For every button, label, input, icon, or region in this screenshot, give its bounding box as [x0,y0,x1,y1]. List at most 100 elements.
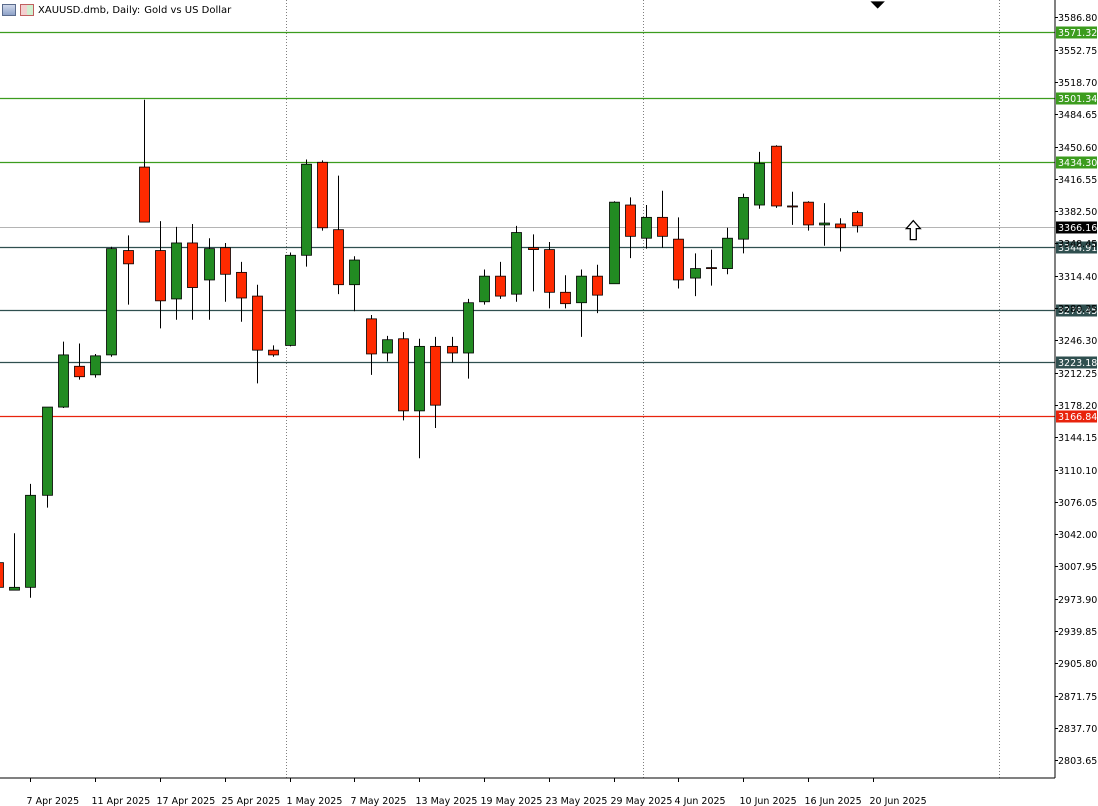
candle-body[interactable] [171,242,182,300]
price-tick-label: 2803.65 [1058,756,1097,767]
level-label-bg [1056,241,1097,254]
candle-body[interactable] [495,275,506,297]
candle-body[interactable] [430,345,441,406]
candle-body[interactable] [673,238,684,281]
candle-body[interactable] [544,249,555,293]
time-tick-label: 11 Apr 2025 [92,796,151,806]
candle-body[interactable] [317,161,328,229]
buy-arrow-icon[interactable] [904,219,922,241]
candle-body[interactable] [463,302,474,354]
candle-body[interactable] [90,355,101,376]
candle-body[interactable] [706,267,717,270]
candle-body[interactable] [738,197,749,240]
candle-body[interactable] [25,494,36,588]
grid-layer [286,0,1000,778]
time-tick-label: 29 May 2025 [611,796,673,806]
level-label-bg [1056,356,1097,369]
candle-body[interactable] [155,250,166,302]
time-tick-label: 19 May 2025 [481,796,543,806]
candle-body[interactable] [74,365,85,378]
candle-body[interactable] [414,345,425,412]
candle-body[interactable] [852,212,863,227]
candle-body[interactable] [204,248,215,281]
time-axis-layer: 7 Apr 2025 11 Apr 2025 17 Apr 2025 25 Apr 2… [0,777,1055,806]
level-label-bg [1056,156,1097,169]
price-tick-label: 3280.35 [1058,304,1097,315]
level-label: 3571.32 [1058,28,1097,39]
candle-body[interactable] [123,250,134,265]
candle-body[interactable] [560,291,571,305]
candle-body[interactable] [641,216,652,239]
candles-layer [0,99,863,598]
sell-arrow-icon[interactable] [870,1,885,9]
symbol-label: XAUUSD.dmb, Daily: [38,4,141,16]
price-tick-label: 2871.75 [1058,692,1097,703]
candle-body[interactable] [592,275,603,296]
candle-body[interactable] [268,349,279,356]
candle-body[interactable] [187,242,198,288]
price-tick-label: 3076.05 [1058,498,1097,509]
price-axis-layer: 3586.80 3552.75 3518.70 3484.65 3450.60 3416.… [1054,0,1097,778]
candle-body[interactable] [236,271,247,299]
price-tick-label: 3586.80 [1058,13,1097,24]
candle-body[interactable] [366,318,377,355]
candle-body[interactable] [754,162,765,206]
price-tick-label: 3246.30 [1058,336,1097,347]
candle-body[interactable] [819,222,830,226]
candle-body[interactable] [803,201,814,226]
time-tick-label: 23 May 2025 [546,796,608,806]
candle-body[interactable] [220,247,231,275]
candle-body[interactable] [479,275,490,303]
price-tick-label: 3144.15 [1058,433,1097,444]
chart-header: XAUUSD.dmb, Daily: Gold vs US Dollar [2,2,231,18]
price-tick-label: 3552.75 [1058,46,1097,57]
price-tick-label: 3348.45 [1058,239,1097,250]
current-price-label: 3366.16 [1058,223,1097,234]
one-click-trading-icon[interactable] [20,4,34,16]
price-tick-label: 3382.50 [1058,207,1097,218]
candle-body[interactable] [576,275,587,304]
candle-body[interactable] [0,562,4,588]
price-tick-label: 3178.20 [1058,401,1097,412]
price-tick-label: 3484.65 [1058,110,1097,121]
time-tick-label: 10 Jun 2025 [740,796,797,806]
candle-body[interactable] [382,339,393,354]
price-tick-label: 2973.90 [1058,595,1097,606]
candle-body[interactable] [787,205,798,208]
candle-body[interactable] [690,268,701,279]
candle-body[interactable] [349,259,360,286]
candle-body[interactable] [301,163,312,256]
candle-body[interactable] [9,586,20,591]
candle-body[interactable] [625,204,636,237]
candle-body[interactable] [771,145,782,207]
candle-body[interactable] [285,254,296,346]
candle-body[interactable] [835,223,846,229]
chart-window-icon[interactable] [2,4,16,16]
time-tick-label: 1 May 2025 [287,796,343,806]
level-label: 3223.18 [1058,358,1097,369]
candle-body[interactable] [252,295,263,351]
candle-body[interactable] [447,345,458,354]
candle-body[interactable] [722,237,733,269]
time-tick-label: 7 May 2025 [351,796,407,806]
candle-body[interactable] [657,216,668,237]
candle-body[interactable] [58,354,69,408]
markers-layer [870,1,922,241]
candle-body[interactable] [609,201,620,285]
candle-body[interactable] [511,232,522,295]
symbol-description: Gold vs US Dollar [144,4,232,16]
price-tick-label: 3450.60 [1058,143,1097,154]
time-tick-label: 20 Jun 2025 [870,796,927,806]
current-price-label-bg [1056,221,1097,234]
level-label-bg [1056,92,1097,105]
candle-body[interactable] [398,338,409,412]
candle-body[interactable] [528,247,539,250]
candle-body[interactable] [139,166,150,223]
candle-body[interactable] [106,248,117,356]
level-label-bg [1056,304,1097,317]
candle-body[interactable] [42,406,53,496]
price-tick-label: 3110.10 [1058,466,1097,477]
candle-body[interactable] [333,229,344,286]
